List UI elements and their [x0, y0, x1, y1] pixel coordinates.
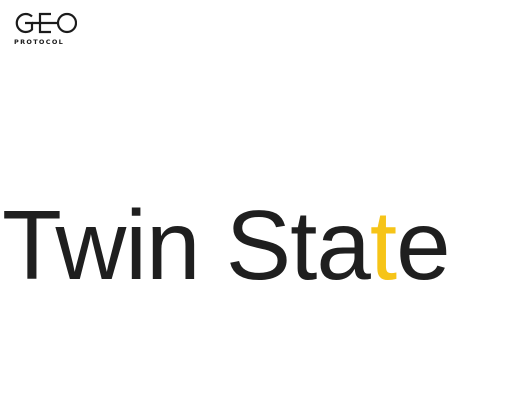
- geo-protocol-logo[interactable]: PROTOCOL: [13, 11, 79, 47]
- logo-wordmark: PROTOCOL: [14, 38, 65, 46]
- hero-title-accent-letter: t: [369, 190, 397, 300]
- hero-title-end: e: [396, 190, 451, 300]
- hero-title-main: Twin Sta: [2, 190, 371, 300]
- geo-logo-mark-icon: [15, 12, 77, 34]
- hero-title: Twin State: [2, 196, 451, 294]
